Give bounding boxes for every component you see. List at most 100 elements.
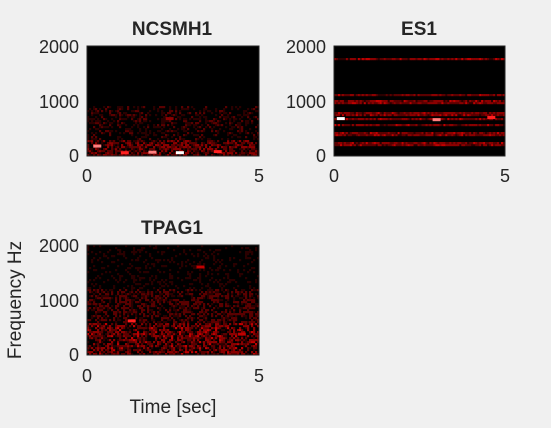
spectrogram-cell	[385, 124, 388, 127]
spectrogram-cell	[251, 325, 254, 328]
spectrogram-cell	[129, 140, 132, 143]
spectrogram-cell	[211, 323, 214, 326]
spectrogram-cell	[185, 301, 188, 304]
spectrogram-cell	[157, 315, 160, 318]
spectrogram-cell	[117, 341, 120, 344]
spectrogram-cell	[417, 94, 420, 97]
spectrogram-cell	[215, 335, 218, 338]
spectrogram-cell	[465, 100, 468, 103]
spectrogram-cell	[151, 263, 154, 266]
spectrogram-cell	[163, 327, 166, 330]
spectrogram-cell	[255, 150, 258, 153]
spectrogram-cell	[183, 325, 186, 328]
spectrogram-cell	[195, 112, 198, 115]
spectrogram-cell	[217, 146, 220, 149]
spectrogram-cell	[141, 317, 144, 320]
spectrogram-cell	[171, 283, 174, 286]
spectrogram-cell	[113, 351, 116, 354]
spectrogram-cell	[427, 132, 430, 135]
spectrogram-cell	[213, 327, 216, 330]
spectrogram-cell	[257, 134, 260, 137]
spectrogram-cell	[115, 323, 118, 326]
spectrogram-cell	[349, 100, 353, 103]
spectrogram-cell	[165, 317, 168, 320]
spectrogram-cell	[127, 114, 130, 117]
spectrogram-cell	[179, 337, 182, 340]
spectrogram-cell	[351, 102, 355, 105]
spectrogram-cell	[241, 142, 244, 145]
spectrogram-cell	[147, 283, 150, 286]
spectrogram-cell	[459, 142, 462, 145]
spectrogram-cell	[233, 351, 236, 354]
spectrogram-cell	[177, 313, 180, 316]
spectrogram-cell	[179, 315, 182, 318]
spectrogram-cell	[379, 142, 382, 145]
spectrogram-cell	[131, 134, 134, 137]
spectrogram-cell	[145, 142, 148, 145]
spectrogram-cell	[241, 337, 244, 340]
spectrogram-cell	[103, 337, 106, 340]
spectrogram-cell	[147, 134, 150, 137]
spectrogram-cell	[227, 325, 230, 328]
spectrogram-peak	[213, 150, 222, 154]
spectrogram-cell	[249, 315, 252, 318]
spectrogram-cell	[171, 277, 174, 280]
spectrogram-cell	[343, 132, 347, 135]
spectrogram-cell	[155, 331, 158, 334]
spectrogram-cell	[125, 293, 128, 296]
spectrogram-cell	[135, 341, 138, 344]
spectrogram-cell	[381, 100, 384, 103]
spectrogram-cell	[179, 343, 182, 346]
spectrogram-cell	[189, 287, 192, 290]
spectrogram-cell	[115, 351, 118, 354]
spectrogram-cell	[89, 323, 92, 326]
spectrogram-cell	[141, 106, 144, 109]
spectrogram-cell	[145, 150, 148, 153]
spectrogram-cell	[179, 112, 182, 115]
spectrogram-cell	[241, 307, 244, 310]
spectrogram-cell	[225, 154, 228, 157]
spectrogram-cell	[373, 144, 376, 147]
spectrogram-cell	[147, 333, 150, 336]
spectrogram-cell	[101, 116, 104, 119]
spectrogram-cell	[219, 337, 222, 340]
spectrogram-cell	[87, 335, 90, 338]
spectrogram-cell	[109, 343, 112, 346]
spectrogram-cell	[177, 341, 180, 344]
spectrogram-cell	[127, 154, 130, 157]
spectrogram-cell	[173, 140, 176, 143]
spectrogram-cell	[245, 257, 248, 260]
spectrogram-cell	[175, 321, 178, 324]
spectrogram-cell	[197, 347, 200, 350]
spectrogram-cell	[131, 148, 134, 151]
spectrogram-cell	[133, 349, 136, 352]
spectrogram-cell	[399, 132, 402, 135]
spectrogram-cell	[381, 94, 384, 97]
spectrogram-cell	[97, 311, 100, 314]
spectrogram-cell	[207, 353, 210, 356]
spectrogram-cell	[215, 122, 218, 125]
spectrogram-cell	[495, 112, 498, 115]
spectrogram-peak	[432, 118, 441, 122]
spectrogram-cell	[183, 307, 186, 310]
spectrogram-cell	[185, 307, 188, 310]
spectrogram-cell	[125, 269, 128, 272]
spectrogram-cell	[241, 303, 244, 306]
spectrogram-cell	[91, 299, 94, 302]
spectrogram-cell	[93, 138, 96, 141]
spectrogram-cell	[207, 255, 210, 258]
spectrogram-cell	[171, 345, 174, 348]
spectrogram-cell	[483, 144, 486, 147]
spectrogram-cell	[213, 311, 216, 314]
spectrogram-cell	[137, 144, 140, 147]
spectrogram-cell	[97, 118, 100, 121]
spectrogram-cell	[191, 265, 194, 268]
spectrogram-cell	[187, 144, 190, 147]
spectrogram-cell	[199, 269, 202, 272]
spectrogram-cell	[229, 281, 232, 284]
spectrogram-cell	[251, 267, 254, 270]
spectrogram-cell	[145, 337, 148, 340]
spectrogram-cell	[139, 307, 142, 310]
spectrogram-cell	[503, 142, 506, 145]
spectrogram-cell	[217, 297, 220, 300]
